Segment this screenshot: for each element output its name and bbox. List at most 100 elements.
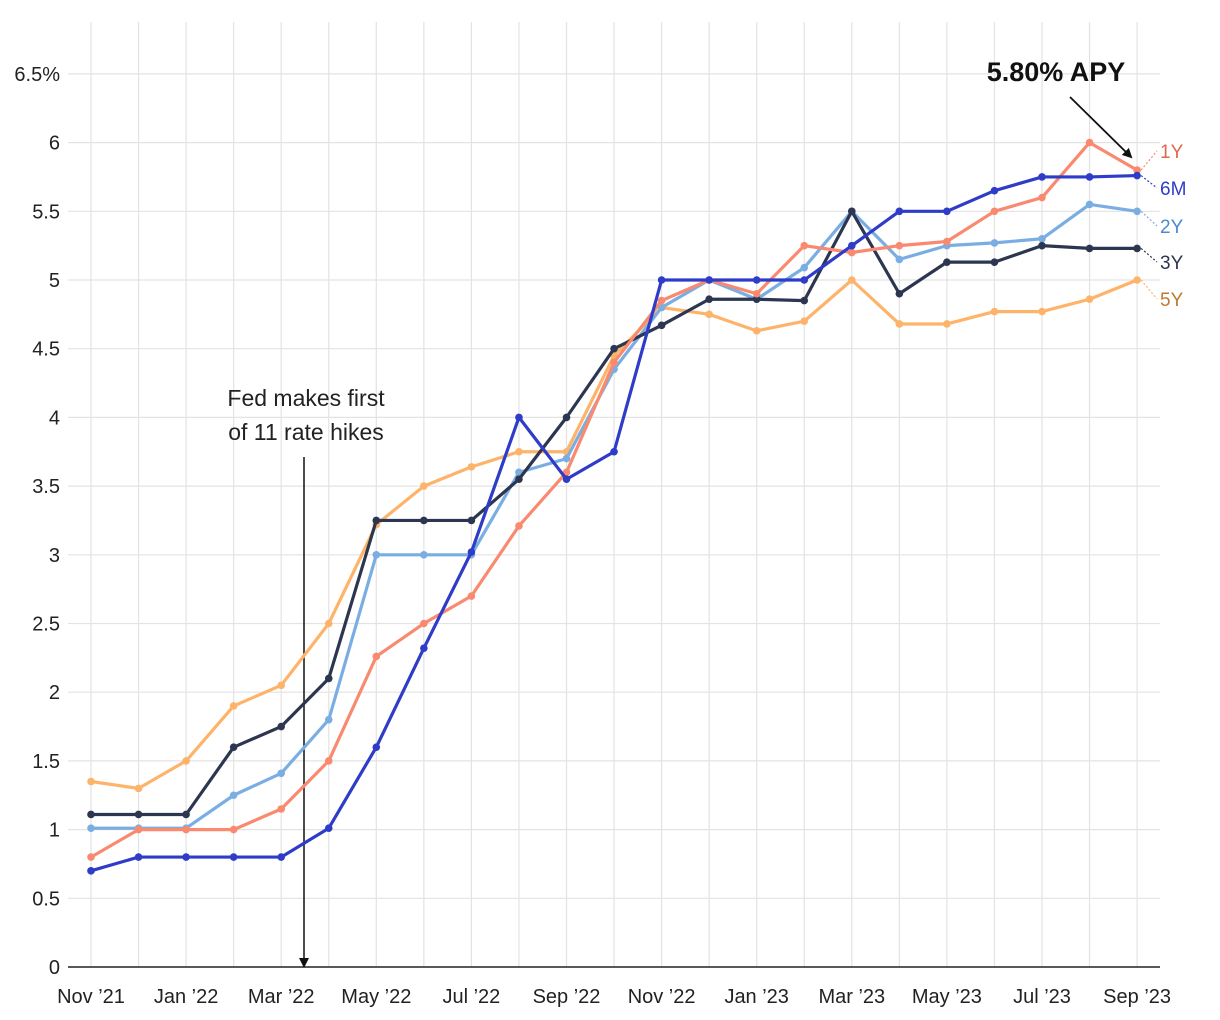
data-point-5y [277, 681, 286, 690]
x-tick-label: Sep ’23 [1103, 986, 1171, 1008]
data-point-6m [324, 824, 333, 833]
data-point-3y [610, 344, 618, 353]
series-end-labels: 5Y 2Y 3Y 1Y 6M [1140, 142, 1186, 311]
data-point-1y [657, 296, 666, 305]
data-point-1y [515, 522, 523, 530]
data-point-5y [848, 276, 856, 284]
data-point-5y [515, 447, 523, 456]
data-point-6m [467, 548, 476, 556]
series-1y [87, 138, 1141, 861]
data-point-6m [1038, 173, 1046, 181]
data-point-6m [848, 241, 856, 250]
data-point-2y [277, 769, 286, 778]
data-point-3y [229, 743, 238, 751]
x-tick-label: Mar ’23 [818, 986, 885, 1008]
data-point-5y [1038, 307, 1046, 316]
data-point-3y [1085, 244, 1094, 253]
y-tick-label: 5 [49, 270, 60, 292]
vertical-gridlines [90, 22, 1138, 967]
series-label-connector-6m [1140, 175, 1158, 189]
y-tick-label: 4 [49, 407, 60, 429]
data-point-5y [87, 777, 95, 786]
series-label-6m: 6M [1160, 179, 1186, 200]
y-tick-label: 2 [49, 682, 60, 704]
horizontal-gridlines [68, 73, 1160, 899]
data-point-1y [752, 289, 761, 298]
apy-callout-arrow [1069, 96, 1133, 159]
data-point-6m [87, 867, 95, 875]
data-point-5y [705, 310, 713, 319]
data-point-1y [277, 805, 286, 813]
series-label-1y: 1Y [1160, 142, 1184, 163]
series-layer [87, 138, 1141, 875]
data-point-6m [657, 276, 666, 284]
data-point-5y [134, 784, 143, 793]
data-point-3y [895, 289, 904, 298]
data-point-2y [895, 255, 904, 264]
data-point-2y [990, 239, 999, 247]
data-point-1y [1133, 166, 1141, 174]
data-point-1y [420, 619, 428, 628]
data-point-1y [1085, 138, 1094, 147]
data-point-3y [277, 722, 286, 731]
data-point-1y [848, 248, 856, 257]
fed-annotation-line2: of 11 rate hikes [228, 419, 384, 445]
x-tick-label: Jan ’23 [724, 986, 789, 1008]
data-point-6m [1085, 173, 1094, 181]
x-tick-label: Jul ’22 [442, 986, 500, 1008]
data-point-1y [943, 237, 951, 246]
series-label-connector-3y [1140, 247, 1158, 263]
y-tick-label: 1 [49, 820, 60, 842]
data-point-2y [800, 263, 809, 272]
data-point-6m [1133, 171, 1141, 180]
data-point-6m [610, 447, 618, 456]
y-tick-label: 0 [49, 957, 60, 979]
y-tick-label: 3.5 [32, 476, 60, 498]
data-point-1y [324, 757, 333, 765]
data-point-1y [134, 825, 143, 834]
data-point-5y [1133, 276, 1141, 284]
series-label-connector-2y [1140, 210, 1158, 227]
data-point-1y [182, 825, 190, 834]
data-point-3y [87, 810, 95, 819]
data-point-6m [990, 186, 999, 195]
data-point-3y [752, 295, 761, 304]
data-point-6m [752, 276, 761, 284]
data-point-2y [229, 791, 238, 800]
data-point-2y [1038, 234, 1046, 243]
data-point-6m [895, 207, 904, 216]
data-point-1y [895, 241, 904, 250]
apy-callout: 5.80% APY [987, 57, 1133, 159]
data-point-3y [800, 296, 809, 305]
data-point-3y [1038, 241, 1046, 250]
series-label-2y: 2Y [1160, 217, 1184, 238]
data-point-6m [134, 853, 143, 861]
y-tick-label: 2.5 [32, 614, 60, 636]
x-tick-label: Sep ’22 [533, 986, 601, 1008]
series-label-3y: 3Y [1160, 253, 1184, 274]
data-point-2y [420, 551, 428, 559]
data-point-3y [324, 674, 333, 683]
data-point-5y [800, 317, 809, 326]
data-point-6m [182, 853, 190, 861]
fed-hike-annotation: Fed makes first of 11 rate hikes [227, 385, 385, 968]
x-axis-tick-labels: Nov ’21 Jan ’22 Mar ’22 May ’22 Jul ’22 Sep ’… [57, 986, 1171, 1008]
data-point-6m [943, 207, 951, 216]
y-tick-label: 6 [49, 133, 60, 155]
data-point-5y [943, 320, 951, 328]
data-point-1y [800, 241, 809, 250]
data-point-5y [1085, 295, 1094, 304]
x-tick-label: Jul ’23 [1013, 986, 1071, 1008]
fed-annotation-line1: Fed makes first [227, 385, 385, 411]
data-point-6m [229, 853, 238, 861]
y-axis-tick-labels: 0 0.5 1 1.5 2 2.5 3 3.5 4 4.5 5 5.5 6 6.5% [14, 64, 60, 979]
y-tick-label: 1.5 [32, 751, 60, 773]
data-point-3y [467, 516, 476, 525]
data-point-6m [420, 644, 428, 653]
series-label-connector-1y [1140, 150, 1158, 171]
data-point-5y [752, 327, 761, 335]
x-tick-label: Nov ’22 [628, 986, 696, 1008]
data-point-6m [562, 475, 571, 484]
data-point-1y [1038, 193, 1046, 202]
apy-callout-text: 5.80% APY [987, 57, 1126, 87]
